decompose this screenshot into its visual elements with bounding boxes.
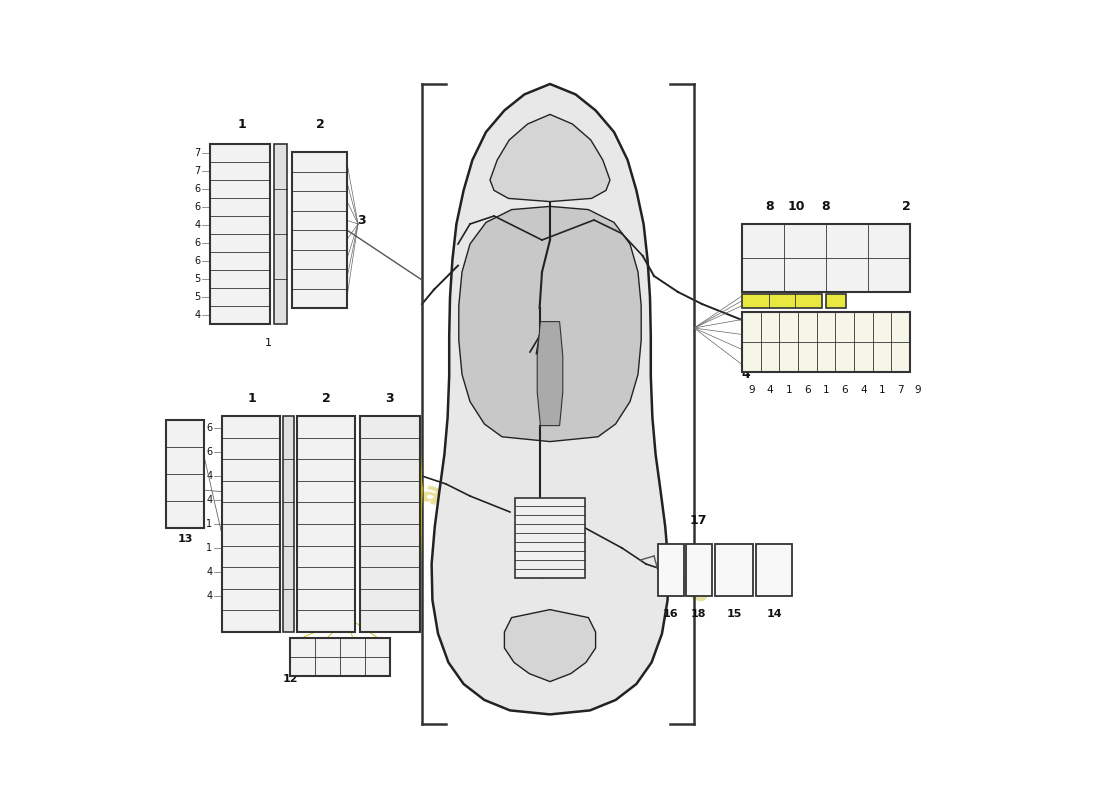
Text: 1: 1 (238, 118, 246, 131)
Text: 1: 1 (207, 543, 212, 553)
Text: 14: 14 (767, 609, 782, 618)
Bar (515, 498, 585, 578)
Text: a passion for cars: a passion for cars (417, 478, 715, 610)
Text: 6: 6 (207, 423, 212, 433)
Bar (757, 544, 792, 596)
Text: 9: 9 (748, 385, 755, 394)
Text: 6: 6 (195, 184, 200, 194)
Text: 8: 8 (822, 200, 830, 213)
Text: 6: 6 (195, 256, 200, 266)
Text: 8: 8 (766, 200, 774, 213)
Text: 3: 3 (386, 392, 394, 405)
Text: 6: 6 (195, 202, 200, 212)
Text: 17: 17 (690, 514, 706, 527)
Bar (166, 420, 205, 528)
Text: 1: 1 (207, 519, 212, 529)
Text: 10: 10 (788, 200, 805, 213)
Text: 2: 2 (902, 200, 911, 213)
Text: 2: 2 (321, 392, 330, 405)
Text: 1: 1 (879, 385, 886, 394)
Text: 1: 1 (785, 385, 792, 394)
Text: 4: 4 (207, 495, 212, 505)
Text: 3: 3 (358, 214, 366, 227)
Text: 4: 4 (207, 567, 212, 577)
Bar (297, 416, 355, 632)
Text: 2: 2 (316, 118, 324, 131)
Polygon shape (459, 206, 641, 442)
Text: 4: 4 (741, 367, 750, 381)
Text: 7: 7 (195, 166, 200, 176)
Text: 5: 5 (195, 274, 200, 284)
Bar (686, 544, 712, 596)
Text: 6: 6 (195, 238, 200, 248)
Text: 16: 16 (663, 609, 679, 618)
Text: 6: 6 (842, 385, 848, 394)
Text: 18: 18 (691, 609, 706, 618)
Bar (222, 416, 279, 632)
Text: 12: 12 (283, 674, 298, 683)
Text: 13: 13 (177, 534, 192, 544)
Text: 4: 4 (207, 591, 212, 601)
Text: 6: 6 (207, 447, 212, 457)
Text: 7: 7 (898, 385, 904, 394)
Bar (360, 416, 419, 632)
Bar (658, 544, 683, 596)
Text: 4: 4 (860, 385, 867, 394)
Text: 11: 11 (328, 624, 343, 634)
Text: 7: 7 (195, 148, 200, 158)
Bar (274, 144, 287, 324)
Text: 4: 4 (195, 220, 200, 230)
Text: 9: 9 (915, 385, 922, 394)
Polygon shape (537, 322, 563, 426)
Polygon shape (431, 84, 669, 714)
Bar (293, 152, 346, 308)
Bar (715, 544, 754, 596)
Text: 1: 1 (248, 392, 256, 405)
Bar (290, 638, 390, 676)
Text: 1: 1 (265, 338, 272, 347)
Bar (826, 294, 846, 308)
Text: 5: 5 (195, 292, 200, 302)
Bar (742, 224, 910, 292)
Bar (210, 144, 270, 324)
Polygon shape (505, 610, 595, 682)
Text: 4: 4 (767, 385, 773, 394)
Bar (742, 312, 910, 372)
Bar (742, 294, 822, 308)
Polygon shape (490, 114, 610, 202)
Text: 1: 1 (823, 385, 829, 394)
Text: 4: 4 (207, 471, 212, 481)
Text: 4: 4 (195, 310, 200, 320)
Bar (283, 416, 294, 632)
Text: 15: 15 (726, 609, 741, 618)
Text: 6: 6 (804, 385, 811, 394)
